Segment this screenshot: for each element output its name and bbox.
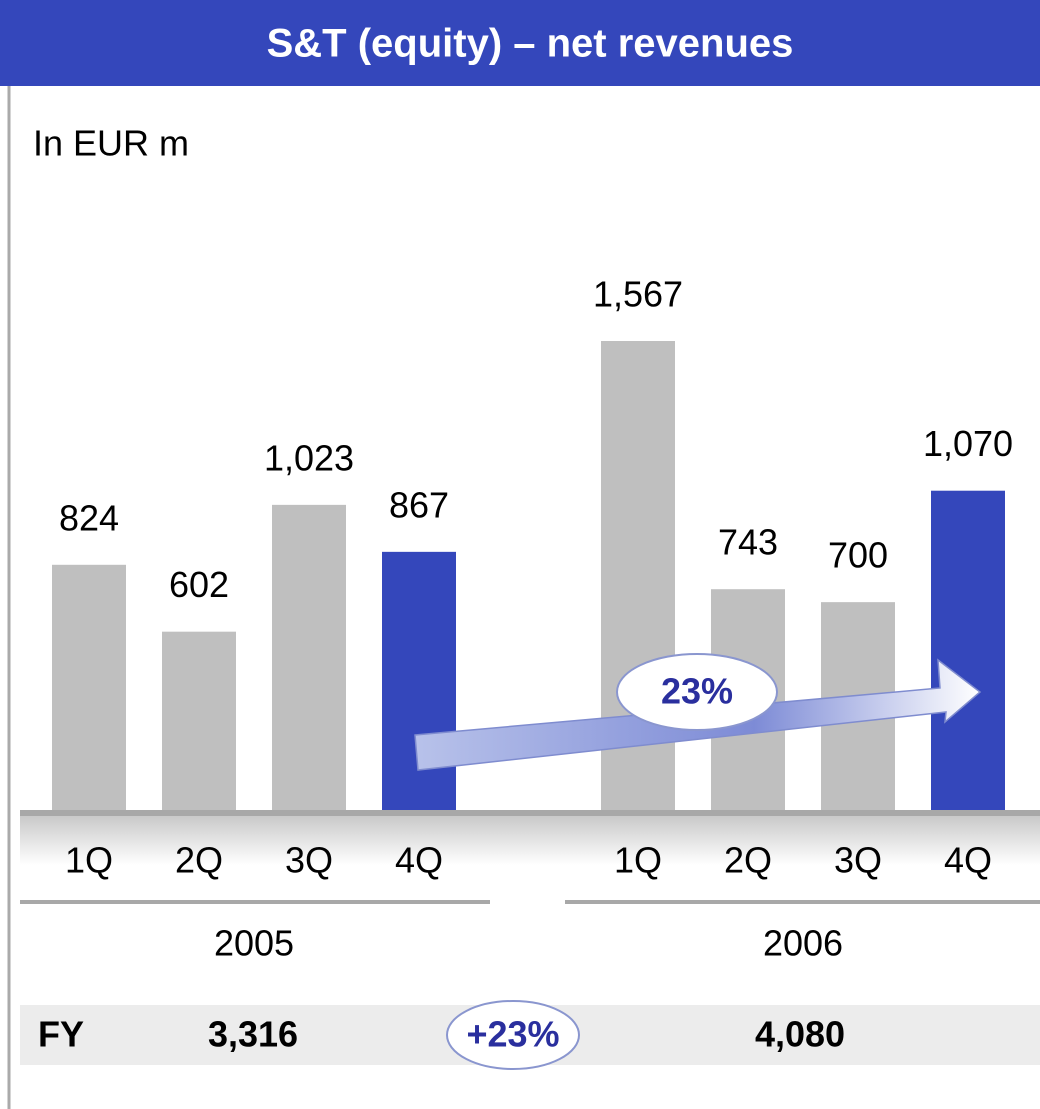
bar <box>382 551 456 813</box>
arrow-ellipse <box>616 653 778 731</box>
bar <box>931 490 1005 813</box>
value-label: 700 <box>828 535 888 576</box>
title-bar <box>0 0 1040 86</box>
fy-label: FY <box>38 1014 84 1055</box>
value-label: 743 <box>718 522 778 563</box>
value-label: 1,070 <box>923 423 1013 464</box>
chart-title: S&T (equity) – net revenues <box>267 22 794 66</box>
bar <box>272 504 346 813</box>
value-label: 1,567 <box>593 274 683 315</box>
x-tick-label: 2Q <box>724 840 772 881</box>
value-label: 867 <box>389 484 449 525</box>
subtitle: In EUR m <box>33 123 189 164</box>
fy-value: 4,080 <box>755 1014 845 1055</box>
axis-band <box>20 815 1040 865</box>
x-tick-label: 1Q <box>614 840 662 881</box>
fy-ellipse <box>446 1000 580 1070</box>
arrow-label: 23% <box>661 671 733 712</box>
fy-value: 3,316 <box>208 1014 298 1055</box>
x-tick-label: 1Q <box>65 840 113 881</box>
value-label: 602 <box>169 564 229 605</box>
group-label: 2005 <box>214 923 294 964</box>
x-tick-label: 3Q <box>285 840 333 881</box>
x-tick-label: 3Q <box>834 840 882 881</box>
value-label: 824 <box>59 497 119 538</box>
bar <box>162 631 236 813</box>
x-tick-label: 4Q <box>944 840 992 881</box>
value-label: 1,023 <box>264 437 354 478</box>
fy-growth: +23% <box>466 1014 559 1055</box>
group-label: 2006 <box>763 923 843 964</box>
x-tick-label: 4Q <box>395 840 443 881</box>
bar <box>52 564 126 813</box>
x-tick-label: 2Q <box>175 840 223 881</box>
